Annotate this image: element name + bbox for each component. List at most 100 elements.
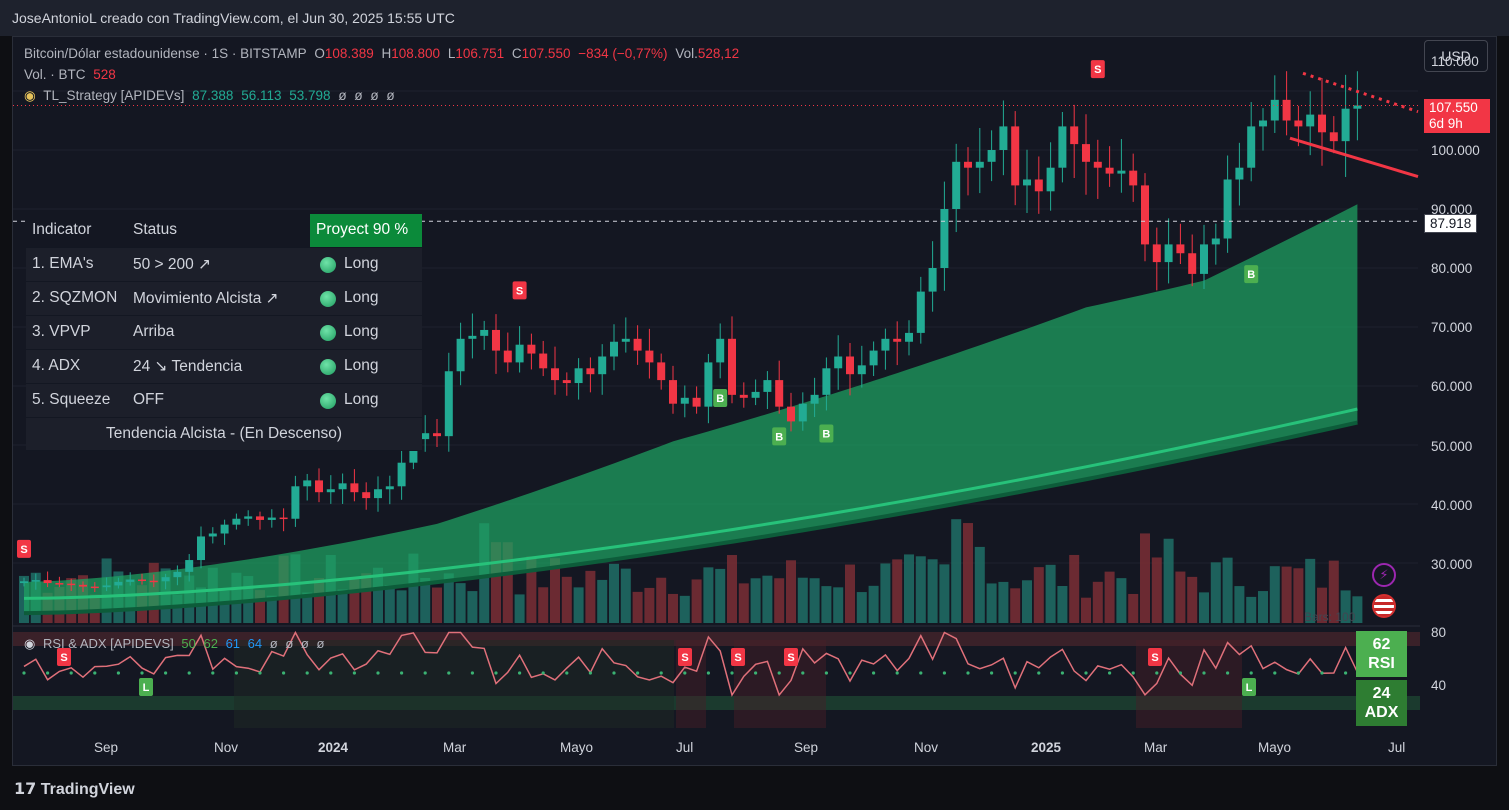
rsi-value: 62	[1372, 636, 1391, 653]
adx-dot	[1037, 671, 1041, 675]
table-header: Indicator Status Proyect 90 %	[26, 214, 422, 248]
close-value: 107.550	[521, 46, 571, 61]
horizontal-line-label[interactable]: 87.918	[1424, 214, 1478, 233]
volume-bar	[585, 570, 596, 623]
volume-bar	[1234, 586, 1245, 623]
ema-band-fill	[24, 204, 1358, 614]
adx-dot	[447, 671, 451, 675]
tradingview-logo[interactable]: 𝟭𝟳 TradingView	[14, 779, 135, 799]
candle-body	[303, 480, 312, 487]
price-tick: 100.000	[1431, 143, 1480, 158]
row-signal: Long	[310, 282, 422, 315]
candle-body	[515, 344, 524, 363]
row-signal: Long	[310, 350, 422, 383]
candle-body	[728, 338, 736, 395]
rsi-badge: 62 RSI	[1356, 631, 1407, 677]
adx-dot	[400, 671, 404, 675]
rsi-line	[23, 630, 1359, 697]
rsi-panel-value-7: ø	[300, 636, 309, 651]
candle-body	[397, 462, 406, 487]
adx-dot	[22, 671, 26, 675]
strategy-value-3: 53.798	[289, 88, 331, 103]
candle-body	[940, 209, 949, 268]
signal-label: S	[20, 544, 27, 556]
candle-body	[468, 335, 477, 339]
candle-body	[810, 394, 819, 404]
volume-bar	[1104, 571, 1115, 623]
signal-label: B	[716, 393, 724, 405]
row-status: Movimiento Alcista ↗	[133, 290, 279, 307]
ema-50-line	[23, 407, 1358, 600]
strategy-value-5: ø	[354, 88, 363, 103]
candle-body	[704, 362, 713, 407]
strategy-name[interactable]: TL_Strategy [APIDEVs]	[43, 88, 185, 103]
adx-value: 24	[1372, 685, 1391, 702]
candle-body	[846, 356, 854, 375]
adx-dot	[1060, 671, 1064, 675]
volume-bar	[255, 590, 265, 623]
strategy-legend: ◉ TL_Strategy [APIDEVs] 87.388 56.113 53…	[24, 88, 399, 104]
us-flag-icon[interactable]	[1372, 594, 1396, 618]
candle-body	[1282, 99, 1291, 121]
candle-body	[1353, 105, 1362, 109]
adx-dot	[423, 671, 427, 675]
rsi-signal-marker	[784, 648, 798, 666]
strategy-value-2: 56.113	[241, 88, 282, 103]
rsi-highlight-zone	[234, 640, 674, 728]
volume-bar	[396, 590, 407, 623]
volume-bar	[1317, 587, 1327, 623]
current-price-tag: 107.550 6d 9h	[1424, 99, 1490, 133]
candle-body	[964, 161, 972, 168]
candle-body	[43, 580, 52, 584]
row-indicator: 4. ADX	[32, 357, 81, 374]
time-tick: Mar	[443, 740, 467, 755]
candle-body	[362, 492, 371, 499]
volume-bar	[1352, 596, 1363, 623]
table-row: 5. Squeeze OFF Long	[26, 384, 422, 418]
volume-bar	[384, 585, 395, 623]
rsi-panel-title[interactable]: RSI & ADX [APIDEVS]	[42, 636, 174, 651]
bar-countdown: 6d 9h	[1429, 116, 1463, 131]
volume-bar	[1116, 578, 1127, 623]
price-tick: 60.000	[1431, 379, 1473, 394]
volume-bar	[349, 579, 360, 623]
rsi-panel-value-8: ø	[316, 636, 325, 651]
candle-body	[1306, 114, 1315, 127]
currency-button[interactable]: USD	[1424, 40, 1488, 72]
time-tick: Nov	[914, 740, 939, 755]
high-label: H	[381, 46, 392, 61]
long-dot-icon	[320, 291, 336, 307]
candle-body	[1223, 179, 1232, 239]
adx-dot	[1178, 671, 1182, 675]
candle-body	[598, 356, 607, 375]
candle-body	[433, 433, 441, 437]
candle-body	[456, 338, 465, 372]
signal-label: Long	[344, 323, 379, 340]
adx-dot	[1131, 671, 1135, 675]
table-row: 2. SQZMON Movimiento Alcista ↗ Long	[26, 282, 422, 316]
strategy-value-1: 87.388	[192, 88, 234, 103]
volume-indicator-name[interactable]: Vol. · BTC	[24, 67, 86, 82]
candle-body	[586, 368, 595, 375]
candle-body	[975, 161, 984, 168]
candle-body	[1188, 253, 1197, 274]
adx-dot	[1202, 671, 1206, 675]
volume-bar	[1222, 557, 1233, 623]
table-row: 4. ADX 24 ↘ Tendencia Long	[26, 350, 422, 384]
candle-body	[822, 368, 831, 395]
volume-bar	[538, 587, 549, 623]
volume-bar	[821, 586, 832, 623]
lightning-icon[interactable]: ⚡	[1372, 563, 1396, 587]
candle-body	[905, 332, 913, 342]
brand-name: TradingView	[40, 781, 135, 798]
time-tick: Nov	[214, 740, 239, 755]
long-dot-icon	[320, 393, 336, 409]
volume-bar	[1305, 558, 1316, 623]
volume-bar	[314, 578, 324, 623]
candle-body	[374, 489, 382, 499]
tv-icon: 𝟭𝟳	[14, 781, 37, 798]
candle-body	[1011, 126, 1020, 186]
symbol-name[interactable]: Bitcoin/Dólar estadounidense · 1S · BITS…	[24, 46, 307, 61]
candle-body	[999, 126, 1008, 150]
